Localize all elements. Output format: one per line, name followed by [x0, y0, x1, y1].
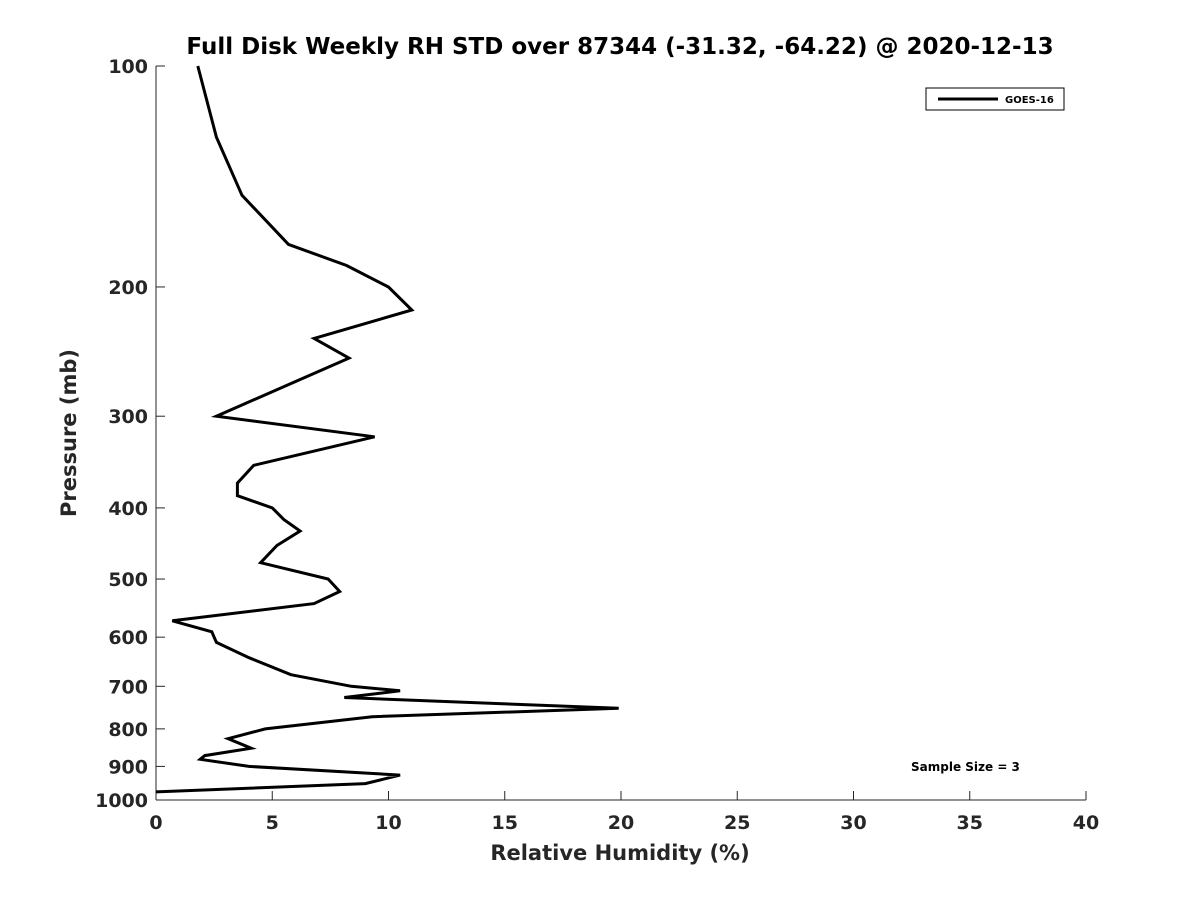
- x-tick-label: 0: [149, 812, 162, 834]
- y-tick-label: 500: [108, 569, 148, 591]
- y-tick-label: 600: [108, 627, 148, 649]
- y-axis-label: Pressure (mb): [57, 349, 81, 517]
- y-tick-label: 300: [108, 406, 148, 428]
- x-tick-label: 35: [957, 812, 983, 834]
- x-tick-label: 20: [608, 812, 634, 834]
- y-tick-label: 200: [108, 277, 148, 299]
- x-tick-label: 10: [375, 812, 401, 834]
- y-tick-label: 900: [108, 756, 148, 778]
- x-tick-label: 25: [724, 812, 750, 834]
- x-tick-label: 30: [840, 812, 866, 834]
- sample-size-annotation: Sample Size = 3: [911, 760, 1020, 774]
- x-axis-ticks: 0 5 10 15 20 25 30 35 40: [149, 791, 1099, 834]
- legend: GOES-16: [925, 87, 1065, 111]
- series-line-goes-16: [155, 65, 619, 794]
- chart-title: Full Disk Weekly RH STD over 87344 (-31.…: [186, 34, 1053, 60]
- y-axis-ticks: 100 200 300 400 500 600 700 800 900 1000: [95, 56, 165, 812]
- legend-label-goes-16: GOES-16: [1005, 95, 1054, 106]
- y-tick-label: 100: [108, 56, 148, 78]
- y-tick-label: 400: [108, 498, 148, 520]
- y-tick-label: 800: [108, 719, 148, 741]
- x-tick-label: 15: [492, 812, 518, 834]
- x-tick-label: 5: [266, 812, 279, 834]
- x-axis-label: Relative Humidity (%): [490, 841, 749, 865]
- x-tick-label: 40: [1073, 812, 1099, 834]
- y-tick-label: 1000: [95, 790, 148, 812]
- y-tick-label: 700: [108, 676, 148, 698]
- series-group: [155, 65, 619, 794]
